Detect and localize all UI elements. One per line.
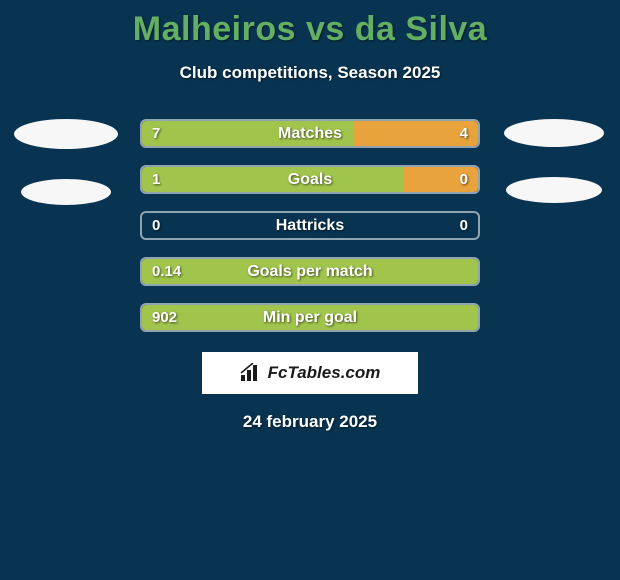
comparison-title: Malheiros vs da Silva — [0, 0, 620, 49]
stat-bar: 10Goals — [140, 165, 480, 194]
right-player-ellipse-2 — [506, 177, 602, 203]
bar-chart-icon — [240, 363, 262, 383]
stat-bars: 74Matches 10Goals 0 0Hattricks 0.14Goals per… — [140, 119, 480, 332]
stat-bar-left-fill — [142, 305, 478, 330]
stat-bar: 0.14Goals per match — [140, 257, 480, 286]
brand-label: FcTables.com — [268, 363, 381, 383]
brand-badge: FcTables.com — [202, 352, 418, 394]
right-player-ellipse-1 — [504, 119, 604, 147]
stat-bar-right-fill — [404, 167, 478, 192]
stat-bar: 902Min per goal — [140, 303, 480, 332]
stat-left-value: 0 — [152, 213, 160, 238]
stat-label: Hattricks — [142, 213, 478, 238]
stat-bar-right-fill — [354, 121, 478, 146]
left-player-ellipse-2 — [21, 179, 111, 205]
stat-right-value: 0 — [460, 213, 468, 238]
left-player-ellipse-1 — [14, 119, 118, 149]
right-avatar-column — [498, 119, 610, 203]
snapshot-date: 24 february 2025 — [0, 412, 620, 432]
comparison-body: 74Matches 10Goals 0 0Hattricks 0.14Goals per… — [0, 119, 620, 332]
stat-bar: 74Matches — [140, 119, 480, 148]
stat-bar-left-fill — [142, 121, 354, 146]
stat-bar: 0 0Hattricks — [140, 211, 480, 240]
stat-bar-left-fill — [142, 259, 478, 284]
stat-bar-left-fill — [142, 167, 404, 192]
comparison-subtitle: Club competitions, Season 2025 — [0, 63, 620, 83]
left-avatar-column — [10, 119, 122, 205]
